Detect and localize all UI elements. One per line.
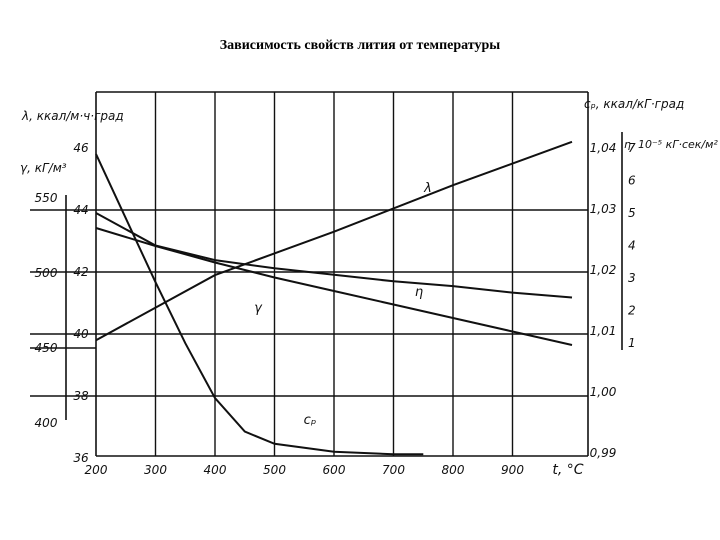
eta-tick-label: 7 bbox=[628, 141, 636, 155]
gamma-axis-title: γ, кГ/м³ bbox=[20, 161, 67, 175]
cp-tick-label: 0,99 bbox=[590, 446, 617, 460]
x-tick-label: 900 bbox=[501, 463, 524, 477]
series-label-lambda-curve: λ bbox=[423, 181, 432, 196]
lambda-tick-label: 36 bbox=[73, 451, 89, 465]
x-tick-label: 800 bbox=[442, 463, 465, 477]
x-tick-label: 700 bbox=[382, 463, 405, 477]
x-tick-label: 500 bbox=[263, 463, 286, 477]
lambda-tick-label: 46 bbox=[73, 141, 89, 155]
lambda-curve bbox=[95, 140, 573, 342]
x-tick-label: 400 bbox=[204, 463, 227, 477]
cp-curve bbox=[95, 153, 424, 456]
gamma-tick-label: 550 bbox=[35, 191, 58, 205]
series-label-cp-curve: cₚ bbox=[304, 413, 317, 428]
cp-tick-label: 1,00 bbox=[590, 385, 617, 399]
x-axis-title: t, °C bbox=[552, 462, 583, 478]
x-tick-label: 200 bbox=[85, 463, 108, 477]
eta-tick-label: 1 bbox=[628, 336, 636, 350]
cp-tick-label: 1,03 bbox=[590, 202, 617, 216]
gamma-tick-label: 450 bbox=[35, 341, 58, 355]
lambda-axis-title: λ, ккал/м·ч·град bbox=[21, 109, 124, 123]
plot-frame bbox=[65, 91, 623, 457]
x-tick-label: 600 bbox=[323, 463, 346, 477]
cp-tick-label: 1,01 bbox=[590, 324, 617, 338]
data-curves bbox=[95, 140, 573, 456]
lambda-tick-label: 40 bbox=[73, 327, 89, 341]
series-label-gamma-curve: γ bbox=[254, 301, 263, 316]
cp-tick-label: 1,02 bbox=[590, 263, 617, 277]
lambda-tick-label: 44 bbox=[73, 203, 88, 217]
grid-lines bbox=[30, 92, 588, 456]
chart-title: Зависимость свойств лития от температуры bbox=[219, 38, 501, 53]
eta-tick-label: 3 bbox=[628, 271, 636, 285]
cp-axis-title: cₚ, ккал/кГ·град bbox=[584, 97, 684, 111]
eta-tick-label: 6 bbox=[628, 174, 636, 188]
eta-tick-label: 5 bbox=[628, 206, 636, 220]
eta-axis-title: η, 10⁻⁵ кГ·сек/м² bbox=[624, 138, 718, 151]
eta-tick-label: 2 bbox=[628, 304, 636, 318]
eta-tick-label: 4 bbox=[628, 239, 636, 253]
x-tick-label: 300 bbox=[144, 463, 167, 477]
lambda-tick-label: 42 bbox=[73, 265, 88, 279]
cp-tick-label: 1,04 bbox=[590, 141, 617, 155]
lambda-tick-label: 38 bbox=[73, 389, 89, 403]
eta-curve bbox=[95, 212, 573, 299]
series-label-eta-curve: η bbox=[415, 285, 423, 300]
gamma-curve bbox=[95, 227, 573, 346]
gamma-tick-label: 500 bbox=[35, 266, 58, 280]
gamma-tick-label: 400 bbox=[35, 416, 58, 430]
